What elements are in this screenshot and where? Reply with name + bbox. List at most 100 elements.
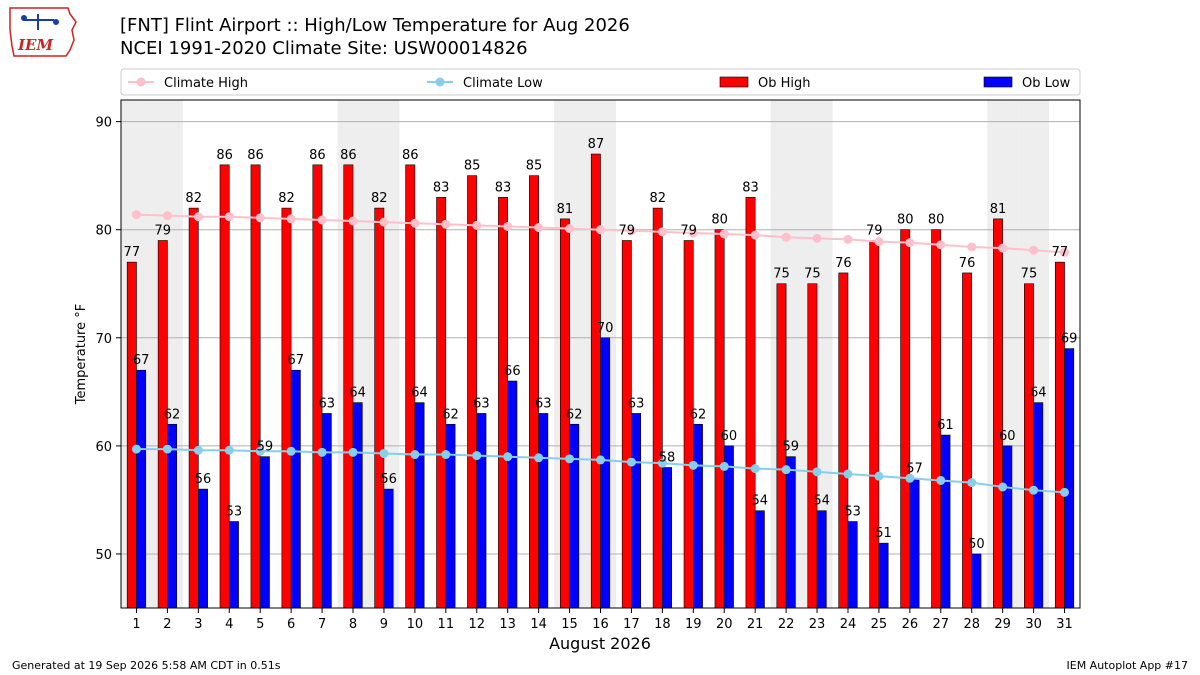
ob-high-label-4: 86: [216, 148, 233, 163]
climate-high-point-27: [936, 240, 946, 250]
footer-app: IEM Autoplot App #17: [1067, 659, 1189, 672]
ob-low-label-18: 58: [659, 450, 676, 465]
x-tick-label-9: 9: [380, 617, 388, 632]
ob-high-label-9: 82: [371, 191, 388, 206]
ob-high-bar-30: [1024, 283, 1034, 609]
iem-logo: IEM: [9, 7, 77, 57]
ob-low-bar-16: [600, 337, 611, 609]
ob-high-bar-17: [621, 240, 632, 609]
ob-high-label-28: 76: [959, 256, 976, 271]
x-tick-label-2: 2: [163, 617, 171, 632]
x-tick-label-16: 16: [592, 617, 609, 632]
ob-low-bar-14: [538, 413, 549, 609]
climate-high-point-12: [472, 220, 482, 230]
climate-low-legend-label: Climate Low: [463, 76, 543, 91]
footer-generated: Generated at 19 Sep 2026 5:58 AM CDT in …: [12, 659, 281, 672]
ob-high-label-24: 76: [835, 256, 852, 271]
ob-high-label-31: 77: [1052, 245, 1069, 260]
ob-low-label-23: 54: [813, 494, 830, 509]
x-tick-label-11: 11: [438, 617, 455, 632]
ob-low-label-7: 63: [318, 396, 335, 411]
x-tick-label-24: 24: [840, 617, 857, 632]
x-tick-label-10: 10: [407, 617, 424, 632]
ob-high-legend-swatch: [719, 76, 749, 88]
climate-high-point-22: [781, 232, 791, 242]
ob-low-label-12: 63: [473, 396, 490, 411]
x-tick-label-12: 12: [468, 617, 485, 632]
legend: Climate High Climate Low Ob High Ob Low: [120, 68, 1081, 96]
ob-high-bar-14: [529, 175, 539, 609]
y-tick-label-50: 50: [95, 548, 112, 563]
climate-high-point-5: [255, 213, 265, 223]
x-tick-label-6: 6: [287, 617, 295, 632]
ob-high-bar-29: [993, 218, 1003, 609]
y-axis: 50 60 70 80 90: [95, 116, 121, 563]
ob-high-label-20: 80: [711, 213, 728, 228]
climate-low-point-2: [162, 444, 172, 454]
climate-low-point-1: [131, 444, 141, 454]
climate-low-point-3: [193, 445, 203, 455]
ob-high-label-8: 86: [340, 148, 357, 163]
climate-low-point-27: [936, 475, 946, 485]
x-tick-label-1: 1: [132, 617, 140, 632]
climate-low-legend-marker: [435, 77, 445, 87]
climate-low-point-30: [1029, 485, 1039, 495]
climate-low-point-7: [317, 447, 327, 457]
climate-high-legend-marker: [136, 77, 146, 87]
ob-low-bar-6: [290, 369, 301, 609]
ob-low-bar-15: [569, 423, 580, 609]
climate-low-point-15: [565, 454, 575, 464]
x-tick-label-8: 8: [349, 617, 357, 632]
x-tick-label-21: 21: [747, 617, 764, 632]
climate-high-point-18: [657, 227, 667, 237]
climate-low-point-14: [534, 453, 544, 463]
ob-low-label-27: 61: [937, 418, 954, 433]
climate-high-point-14: [534, 223, 544, 233]
x-tick-label-28: 28: [963, 617, 980, 632]
chart-title: [FNT] Flint Airport :: High/Low Temperat…: [120, 15, 630, 36]
ob-high-label-27: 80: [928, 213, 945, 228]
climate-low-point-13: [503, 452, 513, 462]
x-tick-label-25: 25: [871, 617, 888, 632]
ob-high-label-15: 81: [557, 202, 574, 217]
ob-low-label-4: 53: [226, 505, 243, 520]
ob-high-bar-24: [838, 272, 849, 609]
ob-low-legend-label: Ob Low: [1022, 76, 1071, 91]
ob-low-bar-19: [693, 423, 703, 609]
ob-low-bar-28: [971, 553, 982, 609]
ob-low-bar-31: [1064, 348, 1075, 609]
chart-subtitle: NCEI 1991-2020 Climate Site: USW00014826: [120, 38, 528, 59]
climate-high-point-25: [874, 237, 884, 247]
ob-high-label-25: 79: [866, 224, 883, 239]
climate-high-point-31: [1060, 247, 1070, 257]
climate-high-point-8: [348, 216, 358, 226]
ob-low-bar-23: [816, 510, 827, 609]
climate-low-point-23: [812, 467, 822, 477]
ob-low-bar-3: [198, 488, 208, 609]
ob-low-legend-swatch: [983, 76, 1013, 88]
y-tick-label-90: 90: [95, 116, 112, 131]
x-tick-label-17: 17: [623, 617, 640, 632]
climate-high-point-30: [1029, 245, 1039, 255]
ob-high-label-23: 75: [804, 267, 821, 282]
ob-low-label-22: 59: [782, 440, 799, 455]
bars: [126, 153, 1075, 609]
climate-high-point-29: [998, 243, 1008, 253]
climate-high-point-2: [162, 211, 172, 221]
ob-low-label-29: 60: [999, 429, 1016, 444]
ob-high-label-5: 86: [247, 148, 264, 163]
x-tick-label-7: 7: [318, 617, 326, 632]
x-tick-label-26: 26: [902, 617, 919, 632]
ob-high-bar-13: [498, 196, 508, 609]
ob-low-bar-22: [785, 456, 796, 609]
x-tick-label-5: 5: [256, 617, 264, 632]
ob-low-bar-26: [909, 477, 920, 609]
ob-low-label-11: 62: [442, 407, 459, 422]
ob-high-bar-21: [745, 196, 756, 609]
ob-low-label-13: 66: [504, 364, 521, 379]
ob-high-bar-19: [683, 240, 694, 609]
ob-high-label-13: 83: [495, 180, 512, 195]
ob-low-label-10: 64: [411, 386, 428, 401]
